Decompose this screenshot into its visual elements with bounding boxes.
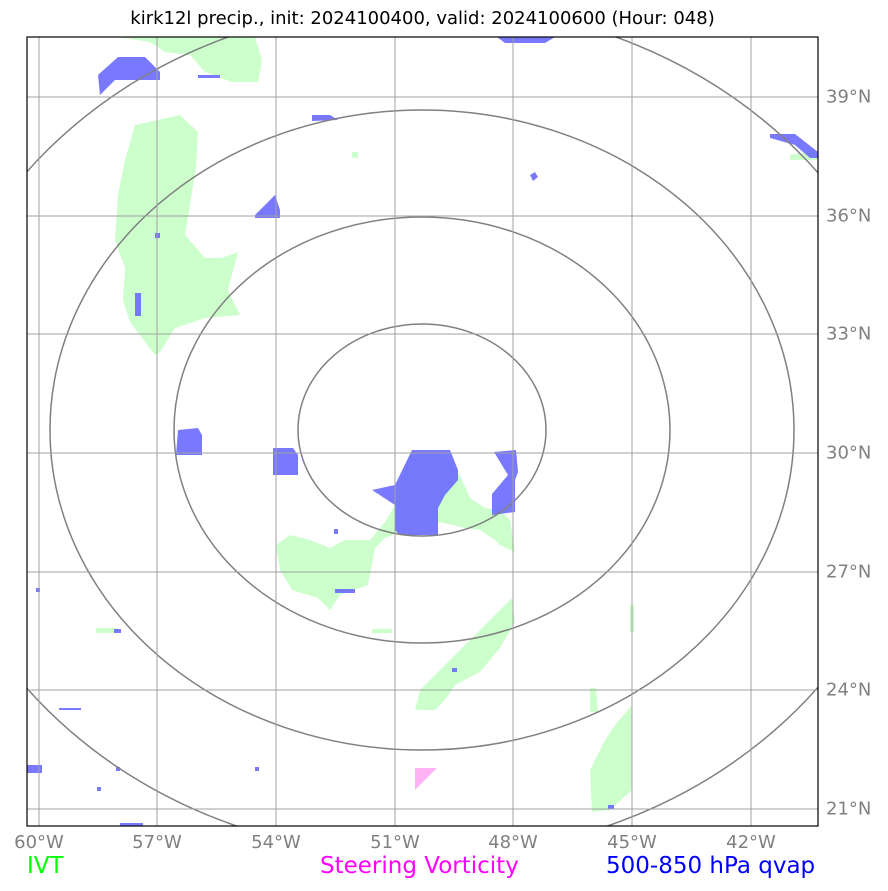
lat-label-24n: 24°N xyxy=(826,679,872,701)
range-rings xyxy=(27,37,818,826)
graticule xyxy=(27,37,818,826)
lon-label-54w: 54°W xyxy=(251,832,301,853)
lon-label-60w: 60°W xyxy=(14,832,64,853)
legend-qvap: 500-850 hPa qvap xyxy=(606,853,816,879)
range-ring-third xyxy=(49,109,795,751)
lon-label-45w: 45°W xyxy=(607,832,657,853)
legend-ivt: IVT xyxy=(27,853,64,879)
range-ring-inner xyxy=(297,323,547,537)
plot-title: kirk12l precip., init: 2024100400, valid… xyxy=(130,8,715,29)
lon-label-57w: 57°W xyxy=(132,832,182,853)
lat-label-21n: 21°N xyxy=(826,798,872,820)
lat-label-39n: 39°N xyxy=(826,86,872,108)
map-border xyxy=(26,36,819,827)
lon-label-51w: 51°W xyxy=(370,832,420,853)
lat-label-33n: 33°N xyxy=(826,323,872,345)
lon-label-42w: 42°W xyxy=(726,832,776,853)
lat-label-27n: 27°N xyxy=(826,561,872,583)
lon-label-48w: 48°W xyxy=(488,832,538,853)
qvap-layer xyxy=(27,37,818,826)
lat-label-36n: 36°N xyxy=(826,205,872,227)
lat-label-30n: 30°N xyxy=(826,442,872,464)
range-ring-second xyxy=(173,216,671,644)
steering-vorticity-layer xyxy=(415,768,437,790)
legend-steering-vorticity: Steering Vorticity xyxy=(320,853,519,879)
